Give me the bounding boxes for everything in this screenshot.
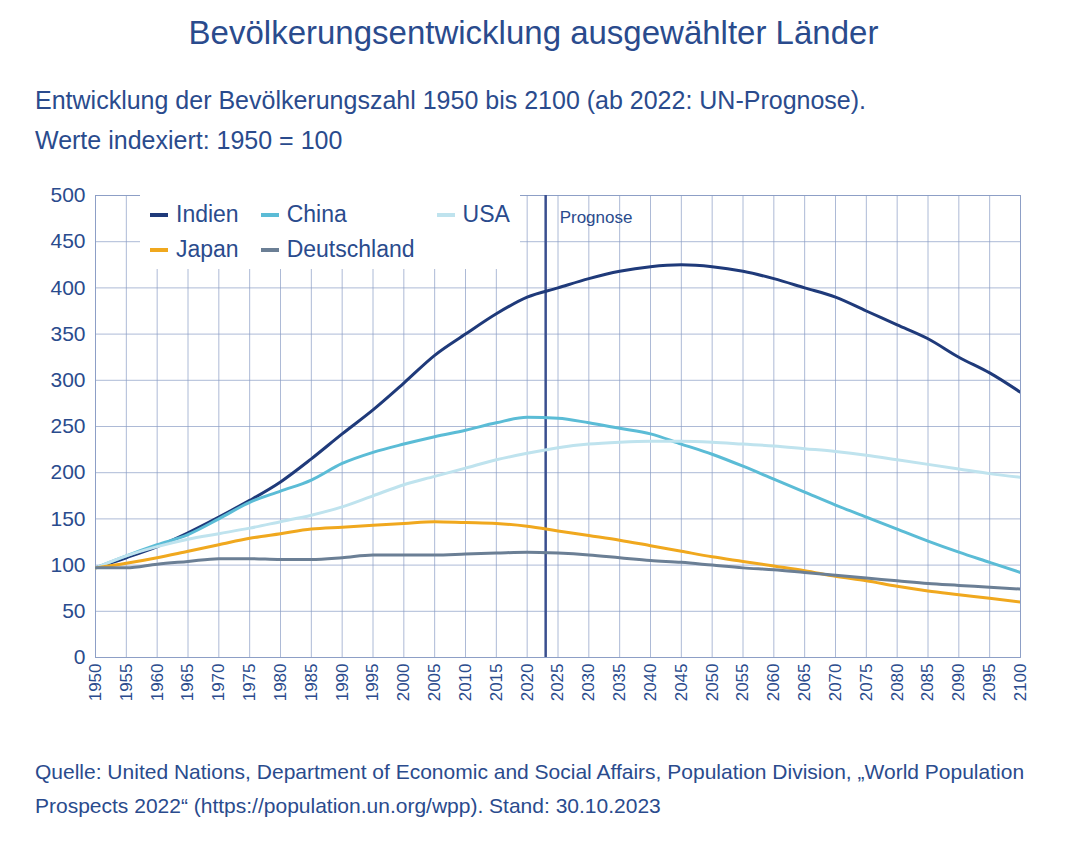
svg-text:300: 300 xyxy=(50,368,85,391)
html-text:Quelle: United Nations, Depart: Quelle: United Nations, Department of Ec… xyxy=(35,760,1025,817)
svg-text:50: 50 xyxy=(62,599,85,622)
svg-text:2090: 2090 xyxy=(949,664,968,702)
svg-text:1990: 1990 xyxy=(333,664,352,702)
svg-text:2080: 2080 xyxy=(888,664,907,702)
svg-text:2100: 2100 xyxy=(1011,664,1030,702)
html-text:Entwicklung der Bevölkerungsza: Entwicklung der Bevölkerungszahl 1950 bi… xyxy=(35,86,866,154)
svg-text:2075: 2075 xyxy=(857,664,876,702)
svg-text:1970: 1970 xyxy=(209,664,228,702)
svg-text:500: 500 xyxy=(50,183,85,206)
html-text:China: China xyxy=(286,201,347,227)
svg-text:2015: 2015 xyxy=(487,664,506,702)
svg-text:2035: 2035 xyxy=(610,664,629,702)
html-text:Indien: Indien xyxy=(176,201,239,227)
svg-text:250: 250 xyxy=(50,414,85,437)
svg-text:1980: 1980 xyxy=(271,664,290,702)
svg-text:1985: 1985 xyxy=(302,664,321,702)
svg-text:Prognose: Prognose xyxy=(560,208,633,227)
svg-text:2045: 2045 xyxy=(672,664,691,702)
svg-text:400: 400 xyxy=(50,276,85,299)
html-text:USA: USA xyxy=(462,201,510,227)
svg-text:350: 350 xyxy=(50,322,85,345)
svg-text:0: 0 xyxy=(74,645,86,668)
svg-text:450: 450 xyxy=(50,229,85,252)
svg-text:2020: 2020 xyxy=(518,664,537,702)
svg-text:2010: 2010 xyxy=(456,664,475,702)
svg-text:1995: 1995 xyxy=(363,664,382,702)
svg-text:1955: 1955 xyxy=(117,664,136,702)
svg-text:2060: 2060 xyxy=(764,664,783,702)
svg-text:2050: 2050 xyxy=(703,664,722,702)
svg-text:2095: 2095 xyxy=(980,664,999,702)
svg-text:2085: 2085 xyxy=(918,664,937,702)
svg-text:2055: 2055 xyxy=(733,664,752,702)
svg-text:1960: 1960 xyxy=(148,664,167,702)
svg-text:100: 100 xyxy=(50,553,85,576)
svg-text:2025: 2025 xyxy=(548,664,567,702)
html-text:Japan: Japan xyxy=(176,236,239,262)
html-text:Deutschland: Deutschland xyxy=(286,236,415,262)
svg-text:2005: 2005 xyxy=(425,664,444,702)
svg-text:1965: 1965 xyxy=(178,664,197,702)
svg-text:2000: 2000 xyxy=(394,664,413,702)
svg-text:1950: 1950 xyxy=(86,664,105,702)
svg-text:2065: 2065 xyxy=(795,664,814,702)
svg-text:2030: 2030 xyxy=(579,664,598,702)
html-text:Bevölkerungsentwicklung ausgew: Bevölkerungsentwicklung ausgewählter Län… xyxy=(188,14,879,51)
svg-text:1975: 1975 xyxy=(240,664,259,702)
svg-text:2070: 2070 xyxy=(826,664,845,702)
svg-text:2040: 2040 xyxy=(641,664,660,702)
svg-text:150: 150 xyxy=(50,507,85,530)
svg-text:200: 200 xyxy=(50,460,85,483)
